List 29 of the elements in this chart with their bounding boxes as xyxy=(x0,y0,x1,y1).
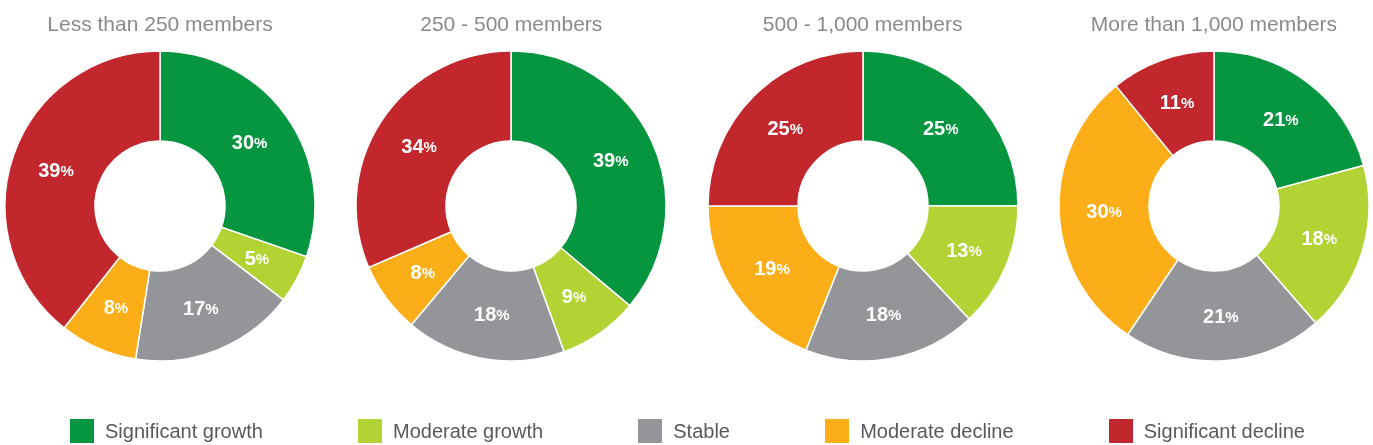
legend-label: Moderate decline xyxy=(860,419,1014,443)
data-label: 21% xyxy=(1262,107,1299,130)
chart-title: Less than 250 members xyxy=(46,12,274,36)
data-label: 11% xyxy=(1159,91,1195,114)
data-label: 19% xyxy=(753,256,790,279)
data-label: 5% xyxy=(244,246,270,269)
chart-title: 500 - 1,000 members xyxy=(761,12,964,36)
data-label: 25% xyxy=(767,117,803,140)
data-label: 17% xyxy=(183,297,219,320)
data-label: 18% xyxy=(865,303,901,326)
data-label: 8% xyxy=(410,260,436,283)
data-label: 34% xyxy=(401,134,438,157)
data-label: 39% xyxy=(593,148,629,171)
data-label: 9% xyxy=(562,285,587,308)
legend-label: Significant decline xyxy=(1143,419,1305,443)
data-label: 18% xyxy=(474,303,510,326)
chart-title: 250 - 500 members xyxy=(419,12,604,36)
data-label: 8% xyxy=(103,295,129,318)
data-label: 30% xyxy=(1086,200,1122,223)
legend-label: Significant growth xyxy=(105,419,263,443)
data-label: 30% xyxy=(231,131,268,154)
data-label: 25% xyxy=(922,117,959,140)
data-label: 18% xyxy=(1301,227,1337,250)
data-label: 21% xyxy=(1202,304,1239,327)
data-label: 39% xyxy=(38,159,74,182)
data-label: 13% xyxy=(945,238,982,261)
legend-label: Stable xyxy=(673,419,730,443)
chart-title: More than 1,000 members xyxy=(1089,12,1339,36)
legend-label: Moderate growth xyxy=(393,419,544,443)
